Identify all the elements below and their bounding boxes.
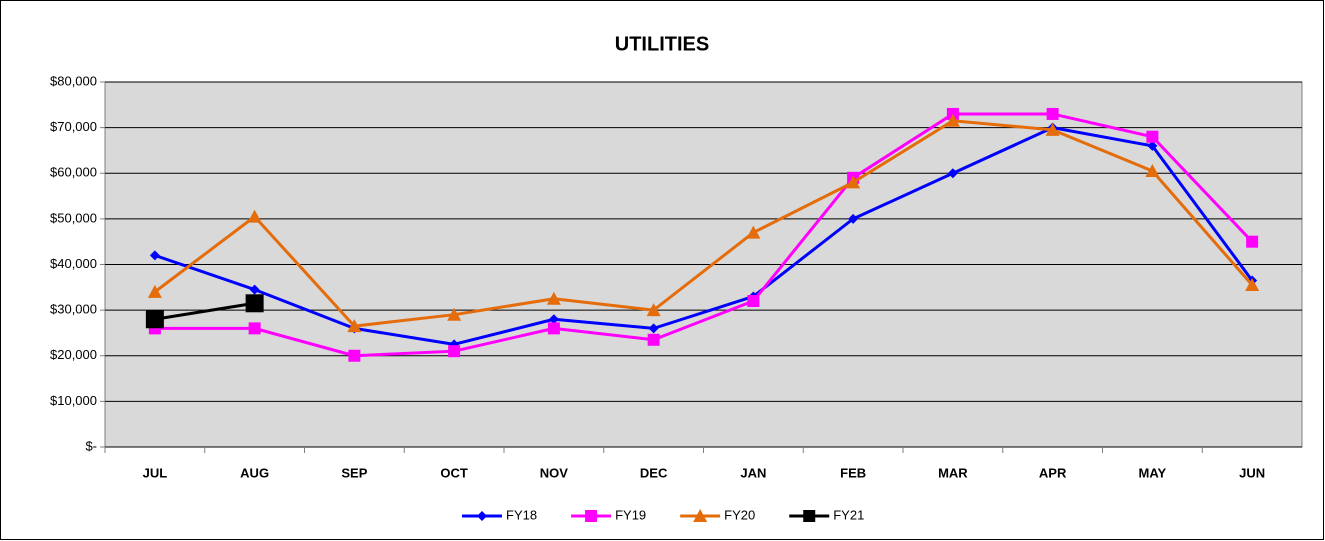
y-tick-label: $20,000 bbox=[50, 347, 97, 362]
x-tick-label: JUL bbox=[143, 465, 168, 480]
data-point bbox=[1045, 122, 1060, 136]
series-line bbox=[153, 119, 1254, 328]
legend-label: FY18 bbox=[506, 507, 537, 522]
data-point bbox=[248, 322, 261, 335]
data-point bbox=[647, 333, 660, 346]
data-point bbox=[149, 250, 160, 261]
x-tick-label: MAY bbox=[1139, 465, 1167, 480]
y-tick-label: $50,000 bbox=[50, 210, 97, 225]
x-tick-label: DEC bbox=[640, 465, 668, 480]
legend-marker bbox=[803, 510, 816, 522]
data-point bbox=[347, 319, 362, 333]
y-tick-label: $70,000 bbox=[50, 119, 97, 134]
x-tick-label: APR bbox=[1039, 465, 1067, 480]
data-point bbox=[245, 294, 264, 313]
data-point bbox=[945, 113, 960, 127]
y-tick-label: $60,000 bbox=[50, 165, 97, 180]
legend-marker bbox=[693, 509, 708, 522]
x-tick-label: JAN bbox=[740, 465, 766, 480]
y-tick-label: $40,000 bbox=[50, 256, 97, 271]
y-tick-label: $30,000 bbox=[50, 302, 97, 317]
x-tick-label: OCT bbox=[440, 465, 468, 480]
data-point bbox=[548, 314, 559, 325]
y-tick-label: $10,000 bbox=[50, 393, 97, 408]
legend-label: FY19 bbox=[615, 507, 646, 522]
data-point bbox=[648, 323, 659, 334]
data-point bbox=[848, 213, 859, 224]
data-point bbox=[947, 168, 958, 179]
data-point bbox=[547, 322, 560, 335]
legend-marker bbox=[585, 510, 598, 522]
series-line bbox=[154, 126, 1254, 346]
data-point bbox=[1246, 235, 1259, 248]
x-tick-label: NOV bbox=[540, 465, 569, 480]
data-point bbox=[546, 291, 561, 305]
data-point bbox=[145, 310, 164, 329]
y-tick-label: $80,000 bbox=[50, 73, 97, 88]
data-point bbox=[1046, 107, 1059, 120]
chart-title: UTILITIES bbox=[615, 33, 709, 55]
data-point bbox=[1145, 163, 1160, 177]
x-tick-label: JUN bbox=[1239, 465, 1265, 480]
data-point bbox=[646, 303, 661, 317]
data-point bbox=[846, 175, 861, 189]
data-point bbox=[1245, 278, 1260, 292]
legend-label: FY20 bbox=[724, 507, 755, 522]
legend-label: FY21 bbox=[833, 507, 864, 522]
data-point bbox=[747, 295, 760, 307]
data-point bbox=[1147, 140, 1158, 151]
y-tick-label: $- bbox=[85, 438, 97, 453]
series-line bbox=[154, 301, 255, 321]
x-tick-label: MAR bbox=[938, 465, 968, 480]
data-point bbox=[249, 284, 260, 295]
data-point bbox=[1146, 130, 1159, 143]
data-point bbox=[447, 307, 462, 321]
data-point bbox=[448, 345, 461, 358]
series-line bbox=[154, 112, 1254, 358]
x-tick-label: FEB bbox=[840, 465, 866, 480]
data-point bbox=[746, 225, 761, 239]
data-point bbox=[348, 349, 361, 362]
x-tick-label: AUG bbox=[240, 465, 269, 480]
legend-marker bbox=[477, 511, 487, 521]
data-point bbox=[147, 284, 162, 298]
data-point bbox=[247, 209, 262, 223]
x-tick-label: SEP bbox=[341, 465, 367, 480]
